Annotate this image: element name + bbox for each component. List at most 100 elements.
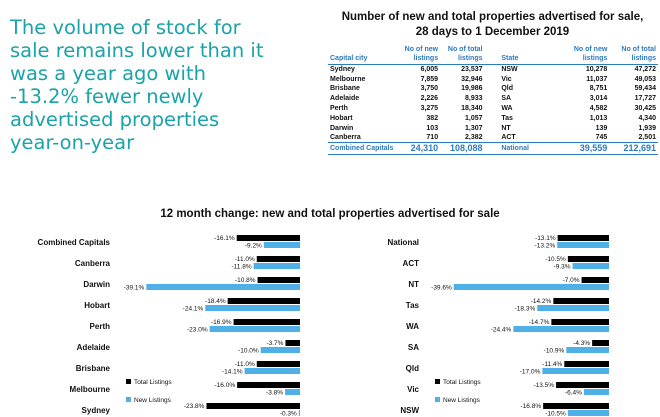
change-bar-chart: Combined Capitals -16.1% -9.2% Canberra -11.…	[38, 235, 609, 417]
total-listings-bar	[567, 256, 609, 262]
total-listings-label: -16.8%	[521, 403, 542, 410]
city-name: Hobart	[330, 114, 353, 122]
new-listings-label: -10.5%	[545, 411, 566, 417]
state-total-listings: 59,434	[634, 85, 656, 93]
state-new-listings: 3,014	[589, 95, 608, 103]
new-listings-label: -0.3%	[280, 411, 297, 417]
state-name: Tas	[501, 114, 513, 122]
total-listings-label: -11.4%	[542, 361, 562, 368]
category-label: Adelaide	[77, 343, 111, 352]
total-listings-label: -11.0%	[235, 361, 255, 368]
city-new-listings: 3,275	[420, 105, 439, 113]
city-total-listings: 8,933	[464, 95, 483, 103]
total-listings-bar	[227, 298, 300, 304]
new-listings-bar	[566, 347, 609, 353]
state-name: Vic	[501, 75, 512, 83]
total-listings-bar	[233, 319, 300, 325]
combined-capitals-total: 108,088	[440, 142, 485, 156]
legend-swatch-new	[435, 397, 440, 402]
state-new-listings: 745	[595, 134, 608, 142]
new-listings-bar	[205, 305, 300, 311]
category-label: Sydney	[82, 406, 111, 415]
table-row: Melbourne 7,859 32,946 Vic 11,037 49,053	[328, 74, 658, 84]
category-label: Hobart	[84, 301, 110, 310]
new-listings-label: -39.6%	[431, 285, 452, 292]
state-name: Qld	[501, 85, 513, 93]
new-listings-label: -14.1%	[222, 369, 243, 376]
total-listings-label: -10.8%	[235, 277, 256, 284]
city-name: Darwin	[330, 124, 354, 132]
chart-title: 12 month change: new and total propertie…	[160, 208, 500, 220]
state-name: WA	[501, 105, 513, 113]
category-label: Tas	[406, 301, 420, 310]
category-label: Combined Capitals	[38, 238, 111, 247]
new-listings-label: -11.8%	[232, 264, 252, 271]
city-new-listings: 382	[426, 114, 439, 122]
new-listings-label: -10.9%	[544, 348, 565, 355]
city-total-listings: 18,340	[461, 105, 483, 113]
state-total-listings: 49,053	[634, 75, 656, 83]
headline: The volume of stock for sale remains low…	[10, 16, 264, 154]
new-listings-label: -9.2%	[245, 243, 262, 250]
city-name: Perth	[330, 105, 348, 113]
total-listings-label: -10.5%	[545, 256, 566, 263]
national-total: 212,691	[609, 142, 658, 156]
state-total-listings: 1,939	[638, 124, 656, 132]
total-listings-bar	[556, 382, 609, 388]
new-listings-label: -13.2%	[535, 243, 556, 250]
table-header-row: Capital city No of new listings No of to…	[328, 44, 658, 65]
header-state: State	[499, 44, 563, 65]
new-listings-bar	[253, 263, 300, 269]
city-new-listings: 710	[426, 134, 439, 142]
table-row: Sydney 6,005 23,537 NSW 10,278 47,272	[328, 65, 658, 75]
state-new-listings: 4,582	[589, 105, 608, 113]
state-total-listings: 2,501	[638, 134, 656, 142]
category-label: ACT	[403, 259, 420, 268]
city-total-listings: 32,946	[461, 75, 483, 83]
new-listings-label: -23.0%	[187, 327, 208, 334]
total-listings-bar	[236, 235, 300, 241]
category-label: Canberra	[75, 259, 111, 268]
total-listings-label: -13.5%	[533, 382, 554, 389]
city-new-listings: 103	[426, 124, 439, 132]
city-name: Brisbane	[330, 85, 360, 93]
new-listings-label: -24.4%	[491, 327, 512, 334]
city-name: Sydney	[330, 66, 355, 74]
new-listings-bar	[542, 368, 609, 374]
city-name: Adelaide	[330, 95, 360, 103]
total-listings-label: -23.8%	[184, 403, 205, 410]
new-listings-label: -18.3%	[515, 306, 536, 313]
total-listings-bar	[543, 403, 609, 409]
total-listings-bar	[553, 298, 609, 304]
table-row: Adelaide 2,226 8,933 SA 3,014 17,727	[328, 94, 658, 104]
legend-swatch-new	[126, 397, 131, 402]
new-listings-label: -39.1%	[124, 285, 145, 292]
city-new-listings: 6,005	[420, 66, 439, 74]
new-listings-label: -3.8%	[266, 390, 283, 397]
table-row: Canberra 710 2,382 ACT 745 2,501	[328, 133, 658, 143]
state-new-listings: 1,013	[589, 114, 608, 122]
total-listings-label: -3.7%	[266, 340, 283, 347]
state-new-listings: 8,751	[589, 85, 608, 93]
city-total-listings: 19,986	[461, 85, 483, 93]
table-title-line2: 28 days to 1 December 2019	[415, 26, 570, 38]
header-total-listings-state: No of total listings	[609, 44, 658, 65]
total-listings-bar	[557, 235, 609, 241]
state-total-listings: 17,727	[634, 95, 656, 103]
state-name: SA	[501, 95, 512, 103]
category-label: WA	[406, 322, 419, 331]
listings-table: Capital city No of new listings No of to…	[328, 44, 658, 156]
city-new-listings: 2,226	[420, 95, 439, 103]
total-listings-bar	[285, 340, 300, 346]
new-listings-bar	[146, 284, 300, 290]
new-listings-label: -6.4%	[565, 390, 582, 397]
category-label: SA	[408, 343, 419, 352]
total-listings-bar	[206, 403, 300, 409]
table-row: Perth 3,275 18,340 WA 4,582 30,425	[328, 104, 658, 114]
city-total-listings: 2,382	[464, 134, 483, 142]
category-label: Perth	[90, 322, 111, 331]
category-label: Vic	[407, 385, 419, 394]
total-listings-bar	[564, 361, 609, 367]
table-total-row: Combined Capitals 24,310 108,088 National 39…	[328, 142, 658, 156]
state-name: ACT	[501, 134, 516, 142]
